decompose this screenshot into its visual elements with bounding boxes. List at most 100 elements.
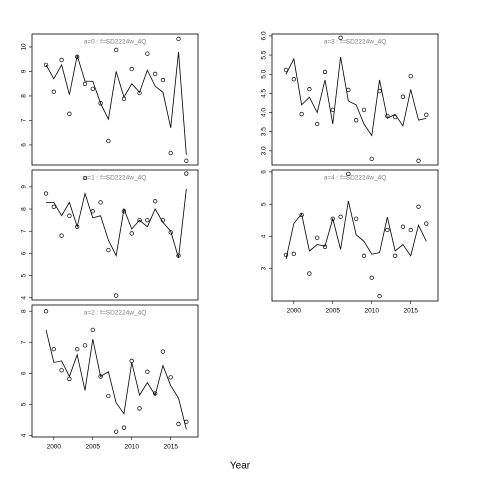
data-point bbox=[315, 235, 320, 240]
data-point bbox=[114, 47, 119, 53]
panel-frame bbox=[31, 33, 199, 166]
data-point bbox=[90, 327, 95, 332]
data-point bbox=[152, 71, 158, 77]
panel-title: a=4 : f=SD2224w_4Q bbox=[324, 175, 387, 182]
data-point bbox=[424, 112, 429, 117]
data-point bbox=[67, 213, 72, 218]
data-point bbox=[145, 217, 150, 223]
data-point bbox=[283, 252, 289, 258]
data-point bbox=[129, 231, 134, 236]
y-tick-label: 5 bbox=[261, 202, 268, 206]
x-tick-label: 2015 bbox=[403, 308, 418, 315]
data-point bbox=[377, 294, 382, 299]
data-point bbox=[43, 191, 49, 196]
y-tick-label: 4.5 bbox=[261, 88, 268, 97]
data-point bbox=[160, 77, 166, 83]
panel-frame bbox=[271, 33, 439, 166]
data-point bbox=[51, 89, 56, 94]
data-point bbox=[75, 224, 80, 229]
data-point bbox=[184, 171, 189, 176]
y-tick-label: 6 bbox=[261, 170, 268, 174]
y-tick-label: 7 bbox=[21, 229, 28, 233]
y-tick-label: 6 bbox=[21, 371, 28, 375]
data-point bbox=[43, 309, 49, 314]
x-tick-label: 2000 bbox=[47, 444, 62, 451]
x-tick-label: 2000 bbox=[287, 308, 302, 315]
data-point bbox=[361, 107, 367, 112]
data-point bbox=[160, 349, 166, 354]
fitted-line bbox=[285, 200, 427, 260]
y-tick-label: 5 bbox=[21, 402, 28, 406]
data-point bbox=[98, 101, 103, 106]
data-point bbox=[59, 368, 64, 373]
y-tick-label: 5.0 bbox=[261, 69, 268, 78]
data-point bbox=[51, 346, 56, 352]
data-point bbox=[416, 204, 421, 209]
data-point bbox=[152, 199, 158, 204]
data-point bbox=[114, 293, 119, 298]
data-point bbox=[59, 57, 64, 63]
data-point bbox=[75, 346, 80, 352]
fitted-line bbox=[45, 51, 187, 155]
panel-title: a=1 : f=SD2224w_4Q bbox=[84, 175, 147, 182]
panel-title: a=3 : f=SD2224w_4Q bbox=[324, 39, 387, 46]
data-point bbox=[121, 425, 127, 430]
data-point bbox=[354, 216, 359, 221]
y-tick-label: 10 bbox=[21, 43, 28, 51]
panel-title: a=0 : f=SD2224w_4Q bbox=[84, 39, 147, 46]
data-point bbox=[369, 275, 374, 280]
data-point bbox=[299, 212, 304, 217]
data-point bbox=[51, 204, 56, 209]
y-tick-label: 4 bbox=[21, 433, 28, 437]
x-tick-label: 2005 bbox=[326, 308, 341, 315]
x-tick-label: 2005 bbox=[86, 444, 101, 451]
data-point bbox=[424, 221, 429, 226]
data-point bbox=[106, 247, 111, 253]
data-point bbox=[330, 216, 335, 221]
data-point bbox=[392, 253, 398, 258]
fitted-line bbox=[46, 189, 187, 258]
data-point bbox=[168, 375, 173, 380]
data-point bbox=[168, 150, 173, 156]
panel-title: a=2 : f=SD2224w_4Q bbox=[84, 310, 147, 317]
data-point bbox=[184, 158, 189, 163]
fitted-line bbox=[285, 56, 427, 137]
data-point bbox=[82, 81, 88, 87]
data-point bbox=[176, 36, 181, 42]
y-tick-label: 4 bbox=[21, 296, 28, 300]
data-point bbox=[43, 62, 49, 68]
data-point bbox=[315, 121, 320, 127]
panel-frame bbox=[271, 169, 439, 302]
panel-frame bbox=[31, 304, 199, 438]
y-tick-label: 6 bbox=[21, 251, 28, 255]
y-tick-label: 3.5 bbox=[261, 127, 268, 136]
data-point bbox=[137, 217, 142, 223]
data-point bbox=[137, 406, 142, 411]
data-point bbox=[354, 118, 359, 123]
y-tick-label: 4 bbox=[261, 234, 268, 238]
data-point bbox=[106, 393, 111, 399]
data-point bbox=[90, 86, 95, 91]
data-point bbox=[322, 69, 328, 75]
data-point bbox=[291, 77, 296, 82]
x-tick-label: 2010 bbox=[125, 444, 140, 451]
data-point bbox=[176, 421, 181, 427]
data-point bbox=[338, 214, 343, 219]
data-point bbox=[82, 343, 88, 348]
data-point bbox=[168, 230, 173, 235]
data-point bbox=[291, 251, 296, 257]
data-point bbox=[145, 51, 150, 56]
y-tick-label: 3.0 bbox=[261, 146, 268, 155]
fitted-line bbox=[45, 329, 187, 430]
y-tick-label: 8 bbox=[21, 94, 28, 98]
data-point bbox=[361, 253, 367, 258]
y-tick-label: 9 bbox=[21, 69, 28, 73]
data-point bbox=[338, 35, 343, 40]
y-tick-label: 9 bbox=[21, 185, 28, 189]
data-point bbox=[408, 73, 413, 79]
data-point bbox=[400, 224, 406, 229]
y-tick-label: 8 bbox=[21, 309, 28, 313]
y-tick-label: 7 bbox=[21, 118, 28, 122]
data-point bbox=[416, 158, 421, 163]
